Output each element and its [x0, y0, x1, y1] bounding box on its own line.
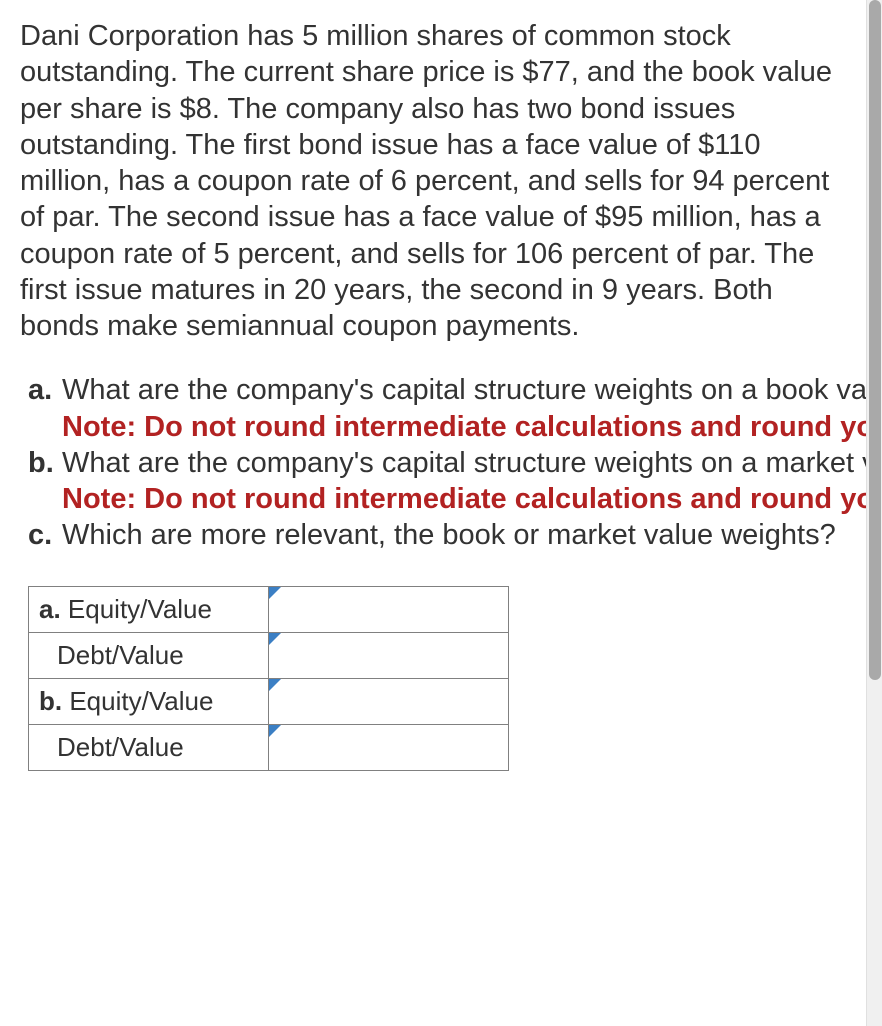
question-b: b. What are the company's capital struct… [28, 445, 840, 518]
question-b-body: What are the company's capital structure… [62, 445, 882, 518]
a-equity-value-input[interactable] [269, 587, 508, 632]
question-content: Dani Corporation has 5 million shares of… [0, 0, 860, 771]
input-indicator-icon [269, 725, 281, 737]
scrollbar-track[interactable] [866, 0, 882, 1026]
row-a-equity-label: a. Equity/Value [29, 586, 269, 632]
row-a-equity-input-cell [269, 586, 509, 632]
table-row: b. Equity/Value [29, 678, 509, 724]
answer-table: a. Equity/Value Debt/Value b. Equity/Val… [28, 586, 509, 771]
row-prefix: a. [39, 594, 61, 624]
b-equity-value-input[interactable] [269, 679, 508, 724]
question-c-text: Which are more relevant, the book or mar… [62, 519, 836, 551]
row-label: Equity/Value [68, 594, 212, 624]
problem-statement: Dani Corporation has 5 million shares of… [20, 18, 840, 344]
row-b-equity-label: b. Equity/Value [29, 678, 269, 724]
b-debt-value-input[interactable] [269, 725, 508, 770]
question-a-letter: a. [28, 372, 62, 445]
row-b-equity-input-cell [269, 678, 509, 724]
question-b-letter: b. [28, 445, 62, 518]
row-prefix: b. [39, 686, 62, 716]
row-a-debt-label: Debt/Value [29, 632, 269, 678]
question-b-note: Note: Do not round intermediate calculat… [62, 481, 882, 517]
input-indicator-icon [269, 679, 281, 691]
row-a-debt-input-cell [269, 632, 509, 678]
input-indicator-icon [269, 587, 281, 599]
table-row: a. Equity/Value [29, 586, 509, 632]
table-row: Debt/Value [29, 724, 509, 770]
input-indicator-icon [269, 633, 281, 645]
table-row: Debt/Value [29, 632, 509, 678]
questions-list: a. What are the company's capital struct… [20, 372, 840, 553]
row-b-debt-label: Debt/Value [29, 724, 269, 770]
question-c: c. Which are more relevant, the book or … [28, 517, 840, 553]
a-debt-value-input[interactable] [269, 633, 508, 678]
row-label: Debt/Value [39, 732, 184, 762]
question-b-text: What are the company's capital structure… [62, 447, 882, 479]
scrollbar-thumb[interactable] [869, 0, 881, 680]
question-a-note: Note: Do not round intermediate calculat… [62, 409, 882, 445]
question-a-text: What are the company's capital structure… [62, 374, 882, 406]
row-b-debt-input-cell [269, 724, 509, 770]
question-a: a. What are the company's capital struct… [28, 372, 840, 445]
question-a-body: What are the company's capital structure… [62, 372, 882, 445]
question-c-body: Which are more relevant, the book or mar… [62, 517, 840, 553]
question-c-letter: c. [28, 517, 62, 553]
row-label: Equity/Value [69, 686, 213, 716]
row-label: Debt/Value [39, 640, 184, 670]
